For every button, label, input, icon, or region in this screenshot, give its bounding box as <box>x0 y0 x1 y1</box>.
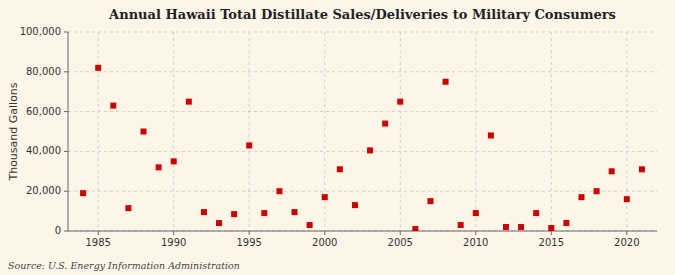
point <box>171 158 177 164</box>
y-tick <box>64 151 68 152</box>
y-tick <box>64 71 68 72</box>
y-tick <box>64 191 68 192</box>
x-tick-label: 2010 <box>463 237 488 248</box>
y-grid-line <box>68 71 657 72</box>
point <box>624 196 630 202</box>
x-grid-line <box>249 32 250 231</box>
x-tick-label: 1990 <box>161 237 186 248</box>
point <box>201 209 207 215</box>
point <box>125 205 131 211</box>
point <box>594 188 600 194</box>
point <box>412 226 418 231</box>
point <box>367 147 373 153</box>
y-tick-label: 80,000 <box>26 66 61 77</box>
point <box>307 222 313 228</box>
x-axis-line <box>68 231 657 232</box>
y-tick <box>64 231 68 232</box>
y-tick <box>64 111 68 112</box>
y-axis-label: Thousand Gallons <box>7 82 20 181</box>
x-grid-line <box>475 32 476 231</box>
point <box>322 194 328 200</box>
point <box>352 202 358 208</box>
y-grid-line <box>68 32 657 33</box>
point <box>427 198 433 204</box>
point <box>231 211 237 217</box>
x-grid-line <box>324 32 325 231</box>
x-tick <box>324 231 325 235</box>
point <box>186 99 192 105</box>
y-tick-label: 20,000 <box>26 185 61 196</box>
point <box>156 164 162 170</box>
point <box>578 194 584 200</box>
y-tick <box>64 32 68 33</box>
point <box>533 210 539 216</box>
x-tick <box>400 231 401 235</box>
x-tick <box>626 231 627 235</box>
x-tick-label: 2015 <box>539 237 564 248</box>
y-tick-label: 40,000 <box>26 145 61 156</box>
x-tick-label: 2020 <box>614 237 639 248</box>
y-grid-line <box>68 111 657 112</box>
point <box>503 224 509 230</box>
x-tick-label: 1985 <box>85 237 110 248</box>
title: Annual Hawaii Total Distillate Sales/Del… <box>108 7 616 22</box>
x-tick-label: 2000 <box>312 237 337 248</box>
x-tick <box>249 231 250 235</box>
point <box>443 79 449 85</box>
point <box>548 225 554 231</box>
x-tick-label: 2005 <box>388 237 413 248</box>
axes: 0 20,000 40,000 60,000 80,000 100,000 1985 1990… <box>20 26 657 248</box>
x-grid-line <box>98 32 99 231</box>
background <box>0 0 675 275</box>
point <box>473 210 479 216</box>
point <box>382 121 388 127</box>
grid <box>68 32 657 231</box>
y-axis-line <box>68 32 69 231</box>
x-tick <box>98 231 99 235</box>
point <box>639 166 645 172</box>
point <box>95 65 101 71</box>
x-tick <box>551 231 552 235</box>
y-grid-line <box>68 151 657 152</box>
point <box>488 132 494 138</box>
point <box>563 220 569 226</box>
point <box>261 210 267 216</box>
point <box>458 222 464 228</box>
x-grid-line <box>173 32 174 231</box>
point <box>337 166 343 172</box>
x-tick <box>475 231 476 235</box>
point <box>276 188 282 194</box>
point <box>141 129 147 135</box>
point <box>110 103 116 109</box>
y-tick-label: 0 <box>55 225 61 236</box>
source-note: Source: U.S. Energy Information Administ… <box>8 260 240 271</box>
point <box>292 209 298 215</box>
point <box>246 142 252 148</box>
x-tick <box>173 231 174 235</box>
point <box>397 99 403 105</box>
point <box>80 190 86 196</box>
x-grid-line <box>551 32 552 231</box>
y-tick-label: 60,000 <box>26 106 61 117</box>
y-tick-label: 100,000 <box>20 26 61 37</box>
x-grid-line <box>400 32 401 231</box>
y-grid-line <box>68 231 657 232</box>
point <box>609 168 615 174</box>
point <box>216 220 222 226</box>
x-tick-label: 1995 <box>237 237 262 248</box>
y-grid-line <box>68 191 657 192</box>
point <box>518 224 524 230</box>
chart: 0 20,000 40,000 60,000 80,000 100,000 1985 1990… <box>0 0 675 275</box>
points <box>80 65 645 231</box>
